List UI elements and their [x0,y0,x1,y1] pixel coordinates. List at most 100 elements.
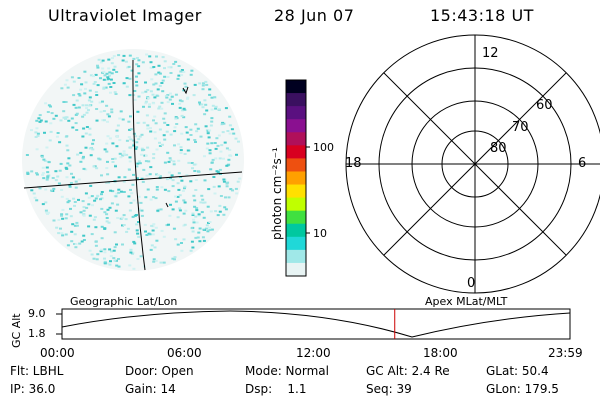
image-pixel [128,54,132,57]
image-pixel [149,61,153,64]
image-pixel [47,161,51,164]
image-pixel [152,260,156,263]
image-pixel [208,226,211,229]
image-pixel [148,103,152,106]
image-pixel [115,135,119,138]
image-pixel [163,60,167,63]
image-pixel [38,187,42,190]
image-pixel [122,180,126,183]
image-pixel [224,196,227,199]
image-pixel [137,59,141,62]
image-pixel [65,167,69,170]
image-pixel [74,246,78,249]
image-pixel [169,159,173,162]
image-pixel [165,178,169,181]
image-pixel [181,189,185,192]
image-pixel [60,189,64,191]
image-pixel [178,194,182,197]
image-pixel [48,139,52,142]
image-pixel [52,117,56,120]
image-pixel [113,91,117,94]
image-pixel [42,158,46,161]
image-pixel [223,141,227,144]
image-pixel [218,108,221,111]
image-pixel [117,54,121,57]
image-pixel [183,82,187,85]
image-pixel [103,257,106,260]
image-pixel [152,223,156,226]
image-pixel [198,227,202,230]
image-pixel [210,120,214,123]
image-pixel [169,203,172,206]
image-pixel [205,83,209,86]
image-pixel [60,87,64,90]
image-pixel [214,157,218,160]
image-pixel [208,129,212,132]
image-pixel [178,106,182,109]
image-pixel [105,262,109,265]
image-pixel [147,160,151,163]
info-gc-alt: GC Alt: 2.4 Re [366,364,450,378]
image-pixel [101,119,105,122]
image-pixel [165,130,169,133]
colorbar-band [286,80,306,94]
image-pixel [143,223,147,226]
image-pixel [186,138,190,141]
image-pixel [70,76,74,79]
image-pixel [228,148,232,151]
image-pixel [102,87,106,90]
image-pixel [82,155,85,158]
image-pixel [157,71,161,74]
image-pixel [59,162,63,165]
image-pixel [148,55,152,58]
image-pixel [33,196,37,199]
image-pixel [144,154,148,157]
image-pixel [132,144,136,147]
image-pixel [76,153,80,156]
image-pixel [173,126,177,129]
image-pixel [117,191,121,194]
image-pixel [214,147,218,150]
image-pixel [228,124,232,127]
image-pixel [73,233,77,236]
image-pixel [144,102,148,105]
image-pixel [180,74,184,77]
timeline-xtick-1200: 12:00 [296,346,331,360]
image-pixel [193,139,197,141]
image-pixel [125,85,129,88]
info-glat: GLat: 50.4 [486,364,549,378]
info-gain: Gain: 14 [125,382,176,396]
image-pixel [159,208,163,211]
image-pixel [30,129,33,132]
image-pixel [198,82,202,85]
image-pixel [156,174,160,177]
image-pixel [68,185,72,188]
image-pixel [184,209,188,212]
image-pixel [45,166,49,169]
image-pixel [178,207,182,210]
image-pixel [201,236,205,239]
image-pixel [111,161,115,163]
image-pixel [59,227,62,230]
image-pixel [168,98,172,101]
image-pixel [127,120,131,123]
image-pixel [71,223,75,226]
image-pixel [106,173,110,176]
image-pixel [210,96,214,99]
image-pixel [107,67,111,70]
image-pixel [124,60,128,63]
image-pixel [209,210,213,213]
image-pixel [112,68,116,71]
image-pixel [54,179,58,182]
image-pixel [105,72,109,75]
image-pixel [195,209,199,212]
image-pixel [234,187,238,190]
image-pixel [177,159,181,162]
image-pixel [153,137,157,140]
image-pixel [85,126,89,128]
image-pixel [142,148,146,151]
image-pixel [88,133,92,136]
image-pixel [69,207,72,210]
image-pixel [77,77,81,79]
